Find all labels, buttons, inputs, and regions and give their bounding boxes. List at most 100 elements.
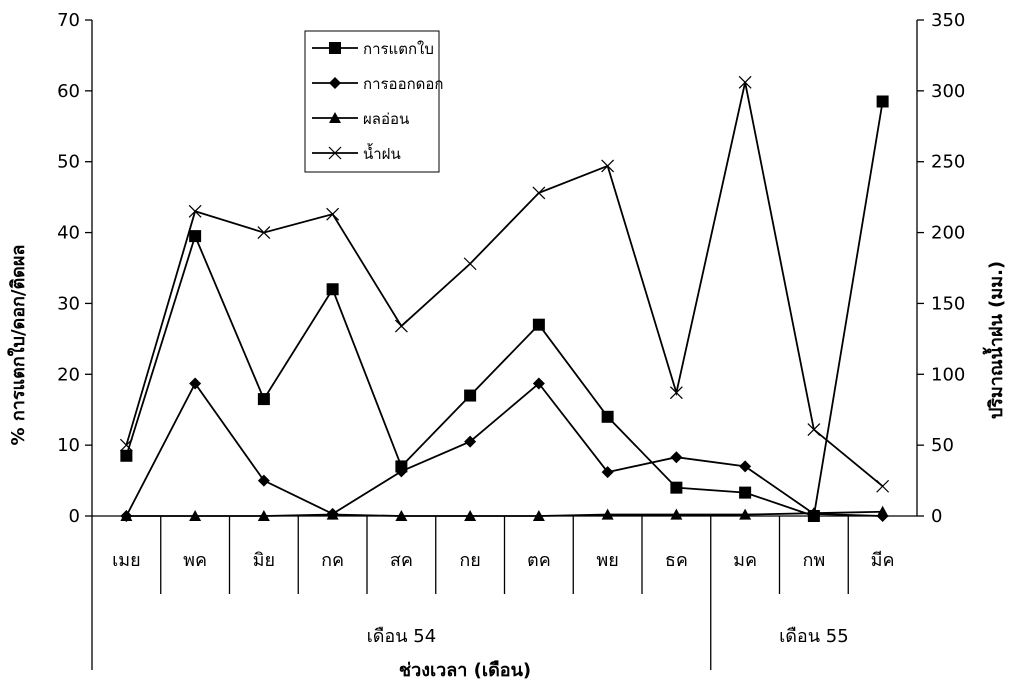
legend-label: การออกดอก [363,75,444,93]
data-point-square [120,449,133,462]
data-point-x [328,146,342,160]
legend-item: การออกดอก [312,75,444,93]
data-point-x [669,386,683,400]
data-point-triangle [189,510,202,521]
x-axis-title: ช่วงเวลา (เดือน) [399,660,531,681]
data-point-triangle [670,508,683,520]
category-label: มค [733,550,757,571]
data-point-diamond [395,465,408,478]
x-marker-stroke [807,423,821,436]
data-point-square [876,95,889,108]
data-point-diamond [189,377,202,390]
data-point-x [119,438,133,452]
x-marker-stroke [601,159,615,173]
category-label: พย [596,550,618,571]
category-label: มีค [871,550,895,571]
data-point-diamond [670,451,683,464]
category-label: ธค [665,550,688,571]
data-point-diamond [739,460,752,473]
legend-item: การแตกใบ [312,40,434,58]
legend-label: น้ำฝน [363,143,401,163]
data-point-x [601,159,615,173]
y-axis-right-title: ปริมาณน้ำฝน (มม.) [982,261,1007,419]
data-point-square [257,393,270,406]
data-point-triangle [257,510,270,521]
data-point-square [329,42,341,54]
x-marker-stroke [532,186,546,200]
series-4 [119,75,890,493]
data-point-x [876,479,890,493]
data-point-triangle [601,508,614,520]
data-point-x [394,319,408,333]
category-label: กพ [802,550,825,571]
series-line [125,381,883,517]
category-label: กย [459,550,480,571]
y-right-tick-label: 300 [931,81,965,102]
data-point-triangle [329,112,341,123]
data-point-triangle [395,510,408,521]
data-point-x [738,75,752,89]
x-marker-stroke [463,257,477,271]
series-layer [119,75,890,522]
legend-label: การแตกใบ [363,40,434,58]
data-point-x [807,423,821,436]
category-label: สค [390,550,413,571]
data-point-square [739,486,752,499]
data-point-diamond [464,435,477,448]
data-point-x [532,186,546,200]
y-right-tick-label: 250 [931,152,965,173]
data-point-x [326,207,340,221]
group-label: เดือน 55 [779,626,849,647]
y-right-tick-label: 350 [931,10,965,31]
y-right-tick-label: 100 [931,364,965,385]
series-2 [120,377,889,522]
data-point-square [326,283,339,296]
y-left-tick-label: 0 [69,506,80,527]
data-point-square [532,318,545,331]
x-marker-stroke [669,386,683,400]
category-label: พค [183,550,207,571]
x-marker-stroke [188,204,202,218]
data-point-triangle [876,505,889,517]
y-left-tick-label: 40 [57,223,80,244]
series-line [125,82,884,487]
y-right-tick-label: 50 [931,435,954,456]
data-point-triangle [326,508,339,520]
data-point-triangle [464,510,477,521]
legend-box [304,30,440,173]
y-left-tick-label: 30 [57,293,80,314]
y-right-tick-label: 150 [931,293,965,314]
x-marker-stroke [326,207,340,221]
data-point-triangle [807,507,820,519]
category-label: มิย [253,550,275,571]
x-marker-stroke [257,226,271,239]
data-point-diamond [532,377,545,390]
y-left-tick-label: 60 [57,81,80,102]
data-point-x [188,204,202,218]
category-label: ตค [527,550,551,571]
y-right-tick-label: 200 [931,223,965,244]
category-label: เมย [112,550,141,571]
data-point-x [463,257,477,271]
data-point-diamond [329,77,341,89]
data-point-square [670,481,683,494]
series-line [125,101,884,518]
legend-item: ผลอ่อน [312,110,409,128]
y-left-tick-label: 70 [57,10,80,31]
data-point-square [464,389,477,402]
series-3 [120,505,889,521]
data-point-triangle [739,508,752,520]
data-point-diamond [601,466,614,479]
x-marker-stroke [876,479,890,493]
y-left-tick-label: 50 [57,152,80,173]
x-marker-stroke [394,319,408,333]
series-1 [120,95,889,522]
data-point-triangle [532,510,545,521]
data-point-diamond [257,474,270,487]
data-point-square [601,410,614,423]
legend-item: น้ำฝน [312,143,401,163]
data-point-square [189,230,202,243]
x-marker-stroke [738,75,752,89]
